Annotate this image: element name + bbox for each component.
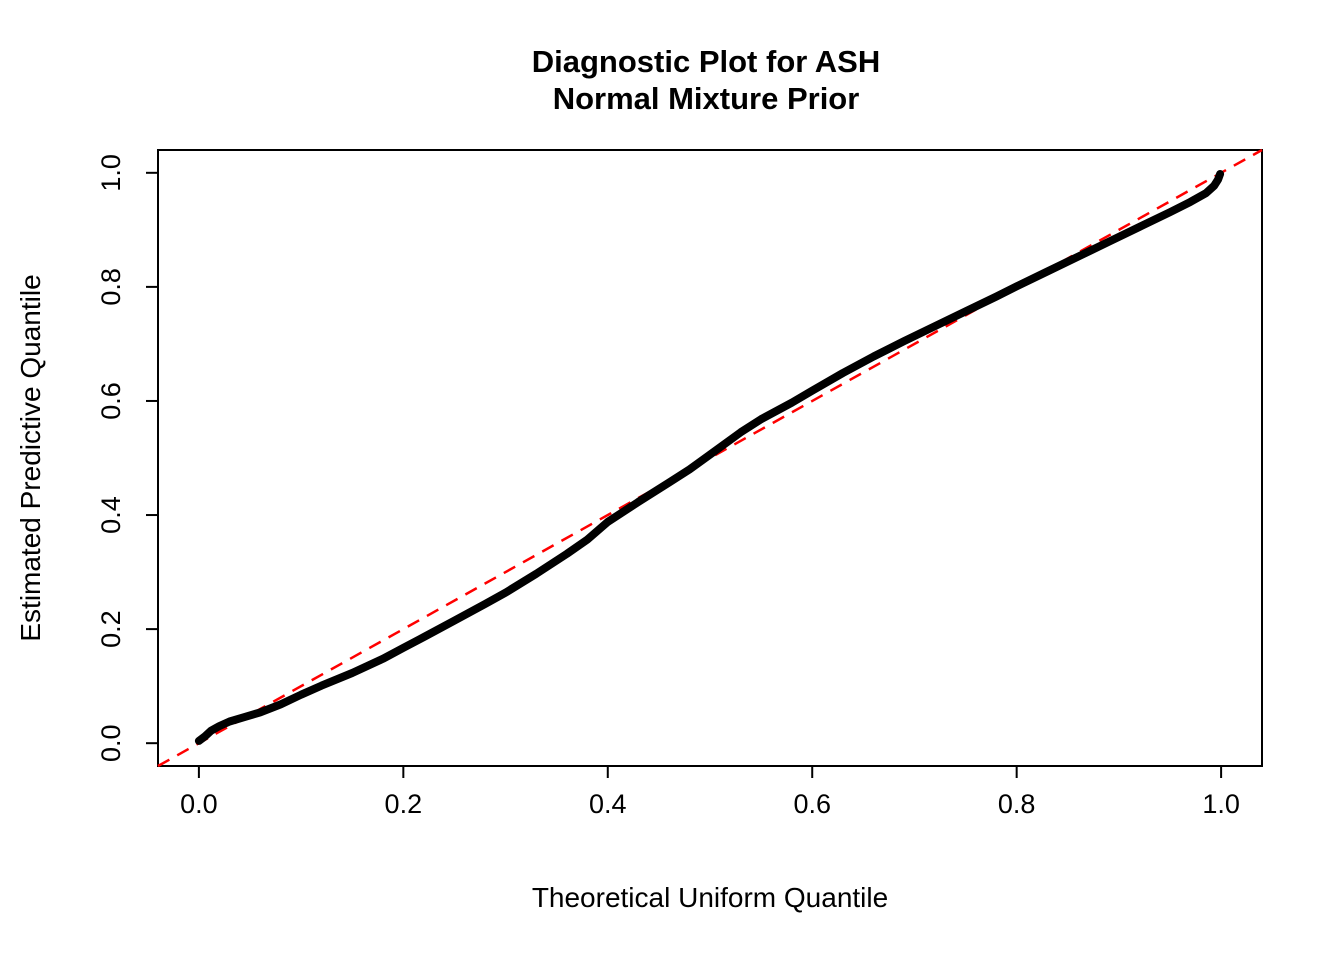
- y-axis-tick-label: 0.8: [96, 268, 126, 306]
- plot-box: [157, 149, 1263, 767]
- y-axis-label: Estimated Predictive Quantile: [15, 274, 46, 641]
- qq-curve: [194, 170, 1225, 745]
- x-axis-tick-label: 0.2: [385, 789, 423, 819]
- y-axis-tick-label: 1.0: [96, 154, 126, 192]
- x-axis-tick-label: 0.8: [998, 789, 1036, 819]
- x-axis-tick-label: 1.0: [1202, 789, 1240, 819]
- x-axis-tick-label: 0.0: [180, 789, 218, 819]
- x-axis-tick-label: 0.6: [793, 789, 831, 819]
- chart-title-line2: Normal Mixture Prior: [553, 81, 860, 116]
- chart-title-line1: Diagnostic Plot for ASH: [532, 44, 880, 79]
- x-axis-label: Theoretical Uniform Quantile: [532, 882, 888, 913]
- y-axis-tick-label: 0.6: [96, 382, 126, 420]
- y-axis-tick-label: 0.2: [96, 610, 126, 648]
- y-axis-tick-label: 0.0: [96, 724, 126, 762]
- y-axis-tick-label: 0.4: [96, 496, 126, 534]
- identity-reference-line: [157, 148, 1263, 768]
- x-axis-tick-label: 0.4: [589, 789, 627, 819]
